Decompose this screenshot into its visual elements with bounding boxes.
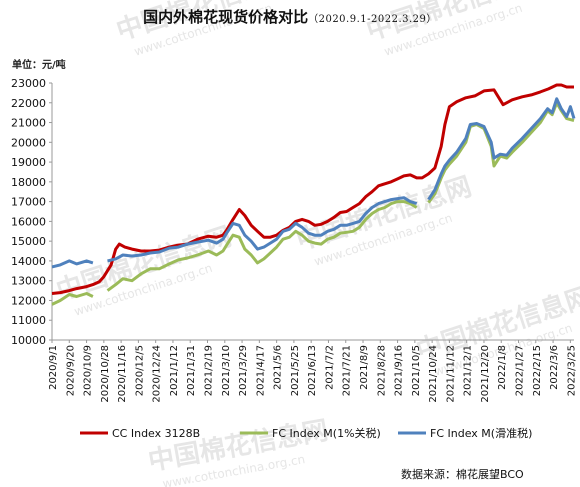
x-tick-label: 2020/9/20 — [65, 345, 76, 396]
x-tick-label: 2021/3/29 — [238, 345, 249, 396]
x-tick-label: 2020/11/16 — [117, 345, 128, 403]
x-tick-label: 2021/8/9 — [359, 345, 370, 390]
x-tick-label: 2022/3/6 — [549, 345, 560, 390]
x-tick-label: 2021/2/19 — [204, 345, 215, 396]
x-tick-label: 2021/10/5 — [411, 345, 422, 396]
chart-title-text: 国内外棉花现货价格对比 — [143, 8, 309, 26]
x-tick-label: 2021/5/25 — [290, 345, 301, 396]
y-tick-label: 12000 — [11, 294, 46, 307]
chart-title: 国内外棉花现货价格对比（2020.9.1-2022.3.29） — [0, 6, 580, 27]
x-tick-label: 2021/9/16 — [394, 345, 405, 396]
x-tick-label: 2021/12/1 — [463, 345, 474, 396]
x-tick-label: 2021/10/24 — [428, 345, 439, 403]
y-tick-label: 17000 — [11, 196, 46, 209]
x-tick-label: 2021/3/10 — [221, 345, 232, 396]
y-tick-label: 23000 — [11, 77, 46, 90]
x-tick-label: 2022/1/8 — [497, 345, 508, 390]
x-tick-labels: 2020/9/1 2020/9/20 2020/10/9 2020/10/28 2020… — [48, 340, 577, 403]
x-tick-label: 2021/7/21 — [342, 345, 353, 396]
legend-label-1: CC Index 3128B — [112, 427, 200, 440]
y-tick-label: 11000 — [11, 314, 46, 327]
x-tick-label: 2020/10/9 — [83, 345, 94, 396]
x-tick-label: 2021/1/31 — [186, 345, 197, 396]
y-tick-label: 10000 — [11, 334, 46, 347]
x-tick-label: 2020/10/28 — [100, 345, 111, 403]
chart-axes — [51, 83, 574, 341]
x-tick-label: 2020/12/24 — [152, 345, 163, 403]
unit-label: 单位：元/吨 — [12, 60, 66, 71]
x-tick-label: 2021/6/13 — [307, 345, 318, 396]
y-tick-label: 22000 — [11, 97, 46, 110]
data-source: 数据来源：棉花展望BCO — [401, 468, 524, 481]
x-tick-label: 2021/12/20 — [480, 345, 491, 403]
y-tick-label: 15000 — [11, 235, 46, 248]
legend-label-3: FC Index M(滑准税) — [430, 426, 532, 440]
x-tick-label: 2021/5/6 — [273, 345, 284, 390]
x-tick-label: 2022/2/15 — [532, 345, 543, 396]
x-tick-label: 2020/9/1 — [48, 345, 59, 390]
x-tick-label: 2021/11/12 — [445, 345, 456, 403]
x-tick-label: 2021/4/17 — [255, 345, 266, 396]
y-tick-label: 20000 — [11, 136, 46, 149]
y-tick-labels: 10000 11000 12000 13000 14000 15000 16000 17000… — [11, 77, 52, 347]
y-tick-label: 21000 — [11, 117, 46, 130]
x-tick-label: 2021/7/2 — [324, 345, 335, 390]
x-tick-label: 2020/12/5 — [134, 345, 145, 396]
chart-subtitle: （2020.9.1-2022.3.29） — [308, 14, 437, 25]
x-tick-label: 2022/3/25 — [566, 345, 577, 396]
x-tick-label: 2021/8/28 — [376, 345, 387, 396]
series-lines — [51, 83, 576, 306]
y-tick-label: 14000 — [11, 255, 46, 268]
legend-label-2: FC Index M(1%关税) — [272, 426, 381, 440]
x-tick-label: 2022/1/27 — [515, 345, 526, 396]
y-tick-label: 13000 — [11, 275, 46, 288]
y-tick-label: 18000 — [11, 176, 46, 189]
y-tick-label: 19000 — [11, 156, 46, 169]
series-line-3 — [51, 97, 576, 269]
series-line-1 — [51, 83, 574, 295]
y-tick-label: 16000 — [11, 215, 46, 228]
chart-legend: CC Index 3128B FC Index M(1%关税) FC Index M… — [80, 426, 532, 440]
x-tick-label: 2021/1/12 — [169, 345, 180, 396]
